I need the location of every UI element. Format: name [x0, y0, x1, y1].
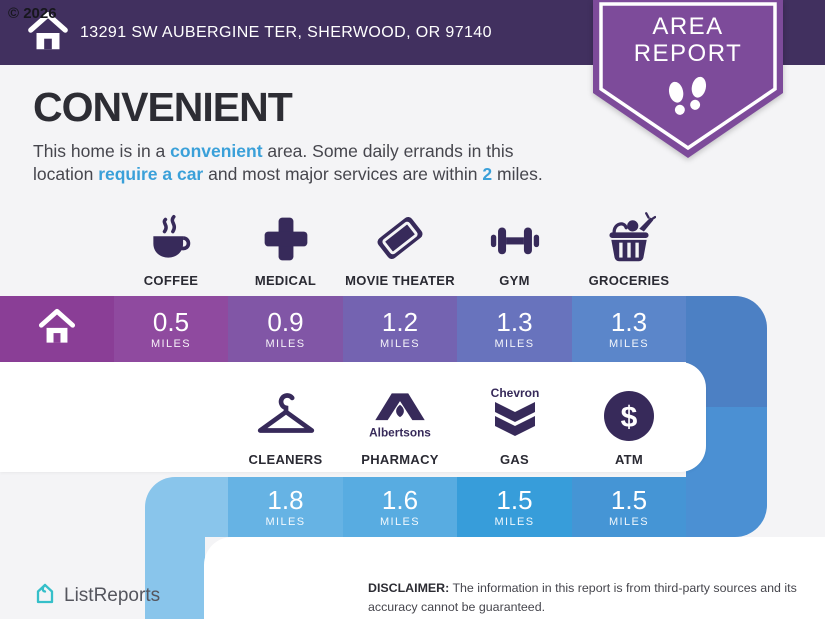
- amenity-pharmacy: Albertsons PHARMACY: [343, 376, 457, 467]
- distance-value: 0.5: [152, 306, 190, 337]
- distance-value: 1.3: [496, 306, 533, 337]
- listreports-wordmark: ListReports: [64, 584, 161, 606]
- bar2-segment-gas: 1.5 MILES: [457, 477, 572, 537]
- amenity-movie-theater: MOVIE THEATER: [343, 205, 457, 288]
- desc-text: miles.: [492, 164, 543, 185]
- chevron-logo-icon: Chevron: [485, 376, 545, 444]
- disclaimer: DISCLAIMER: The information in this repo…: [368, 579, 813, 616]
- dollar-sign-icon: $: [601, 376, 657, 444]
- distance-unit: MILES: [265, 515, 306, 528]
- distance-unit: MILES: [494, 515, 535, 528]
- amenity-medical: MEDICAL: [228, 205, 343, 288]
- distance-unit: MILES: [608, 337, 649, 350]
- hanger-icon: [255, 376, 317, 444]
- distance-value: 1.6: [381, 484, 419, 515]
- page-title: CONVENIENT: [33, 84, 293, 130]
- distance-unit: MILES: [265, 337, 306, 350]
- copyright-watermark: © 2026: [8, 5, 57, 22]
- home-icon: [26, 10, 70, 59]
- svg-text:Albertsons: Albertsons: [369, 426, 431, 440]
- bar2-segment-pharmacy: 1.6 MILES: [343, 477, 457, 537]
- coffee-icon: [145, 205, 197, 265]
- amenity-label: ATM: [614, 452, 644, 467]
- amenity-label: COFFEE: [143, 273, 199, 288]
- amenity-label: MOVIE THEATER: [345, 273, 455, 288]
- distance-value: 1.5: [496, 484, 533, 515]
- distance-value: 1.5: [610, 484, 648, 515]
- dumbbell-icon: [488, 205, 542, 265]
- listreports-house-icon: [33, 581, 57, 610]
- home-icon: [37, 307, 77, 352]
- amenity-groceries: GROCERIES: [572, 205, 686, 288]
- bar1-segment-medical: 0.9 MILES: [228, 296, 343, 362]
- bar2-segment-cleaners: 1.8 MILES: [228, 477, 343, 537]
- bar1-segment-coffee: 0.5 MILES: [114, 296, 228, 362]
- amenity-coffee: COFFEE: [114, 205, 228, 288]
- bar1-segment-movie-theater: 1.2 MILES: [343, 296, 457, 362]
- description: This home is in a convenient area. Some …: [33, 140, 585, 187]
- footprints-icon: [663, 74, 713, 129]
- amenity-label: GYM: [499, 273, 530, 288]
- disclaimer-text: accuracy cannot be guaranteed.: [368, 599, 546, 614]
- listreports-logo: ListReports: [33, 581, 160, 610]
- amenity-label: GROCERIES: [588, 273, 670, 288]
- amenity-atm: $ ATM: [572, 376, 686, 467]
- distance-bar-2: 1.8 MILES 1.6 MILES 1.5 MILES 1.5 MILES: [228, 477, 686, 537]
- bar2-segment-atm: 1.5 MILES: [572, 477, 686, 537]
- amenity-label: GAS: [499, 452, 530, 467]
- distance-unit: MILES: [150, 337, 191, 350]
- amenity-label: MEDICAL: [254, 273, 317, 288]
- area-report-badge: AREA REPORT: [591, 0, 785, 164]
- grocery-basket-icon: [602, 205, 656, 265]
- albertsons-logo-icon: Albertsons: [365, 376, 435, 444]
- bar-left-strip-pad: [195, 477, 228, 537]
- property-address: 13291 SW AUBERGINE TER, SHERWOOD, OR 971…: [80, 23, 492, 41]
- bar1-segment-groceries: 1.3 MILES: [572, 296, 686, 362]
- distance-value: 1.8: [267, 484, 304, 515]
- medical-cross-icon: [260, 205, 312, 265]
- desc-text: and most major services are within: [203, 164, 483, 185]
- distance-value: 1.3: [610, 306, 648, 337]
- distance-unit: MILES: [494, 337, 535, 350]
- distance-bar-1: 0.5 MILES 0.9 MILES 1.2 MILES 1.3 MILES …: [0, 296, 686, 362]
- distance-unit: MILES: [379, 337, 420, 350]
- amenity-gas: Chevron GAS: [457, 376, 572, 467]
- svg-text:$: $: [621, 401, 638, 434]
- distance-unit: MILES: [379, 515, 420, 528]
- distance-value: 0.9: [267, 306, 304, 337]
- bar1-segment-gym: 1.3 MILES: [457, 296, 572, 362]
- badge-line2: REPORT: [633, 40, 743, 67]
- distance-unit: MILES: [608, 515, 649, 528]
- distance-value: 1.2: [381, 306, 419, 337]
- amenities-row2-card: [0, 362, 706, 472]
- badge-line1: AREA: [652, 13, 724, 40]
- bar1-home-segment: [0, 296, 114, 362]
- disclaimer-text: The information in this report is from t…: [449, 581, 797, 595]
- desc-highlight: 2: [482, 164, 493, 185]
- desc-text: area. Some daily errands in this: [262, 141, 514, 161]
- desc-text: This home is in a: [33, 141, 171, 161]
- disclaimer-label: DISCLAIMER:: [368, 581, 450, 595]
- amenity-cleaners: CLEANERS: [228, 376, 343, 467]
- desc-highlight: convenient: [170, 141, 263, 161]
- amenity-label: PHARMACY: [361, 452, 439, 467]
- svg-text:Chevron: Chevron: [490, 386, 539, 400]
- footer-card: [204, 537, 825, 619]
- amenity-label: CLEANERS: [248, 452, 323, 467]
- amenity-gym: GYM: [457, 205, 572, 288]
- desc-highlight: require a car: [98, 164, 204, 185]
- movie-ticket-icon: [373, 205, 427, 265]
- desc-text: location: [33, 164, 99, 185]
